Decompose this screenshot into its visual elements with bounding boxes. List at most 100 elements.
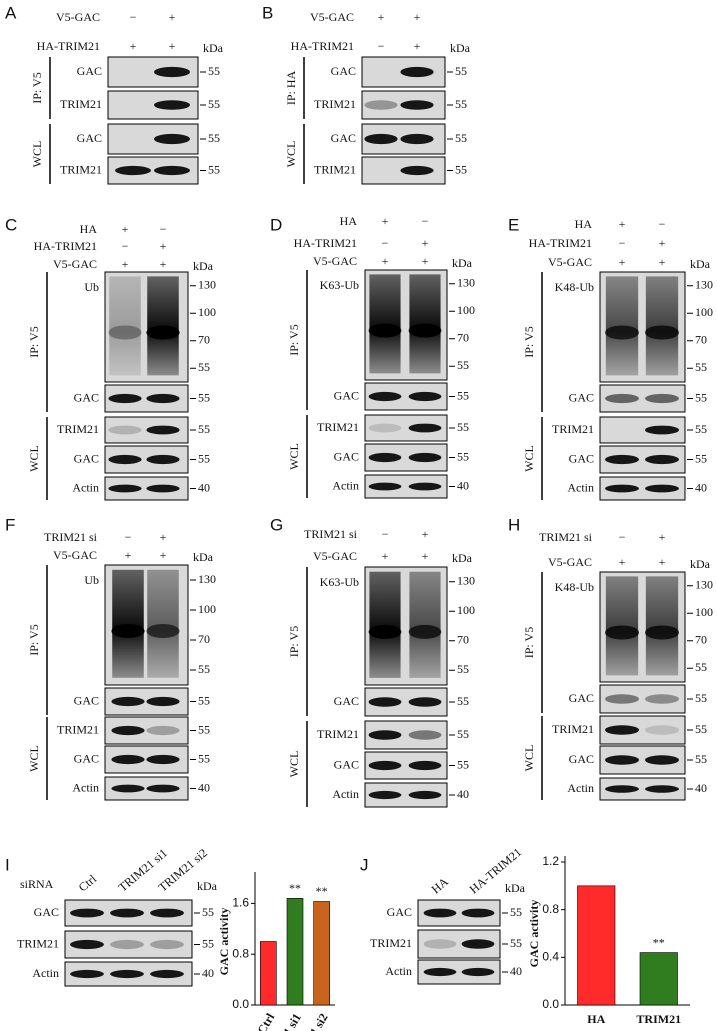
group-label: WCL <box>522 745 536 772</box>
marker-label: 130 <box>457 574 475 588</box>
marker-label: 55 <box>510 936 522 950</box>
condition-label: HA-TRIM21 <box>291 39 354 53</box>
panel-letter: J <box>360 855 369 874</box>
blot-label: GAC <box>569 752 594 766</box>
marker-label: 55 <box>198 360 210 374</box>
blot-band <box>146 624 180 638</box>
condition-label: HA-TRIM21 <box>37 39 100 53</box>
blot-band <box>368 624 402 639</box>
group-label: IP: V5 <box>287 626 301 657</box>
marker-label: 55 <box>198 751 210 765</box>
group-label: WCL <box>30 141 44 168</box>
panel-letter: B <box>262 3 273 22</box>
blot-band <box>645 755 679 765</box>
blot-band <box>408 760 442 771</box>
blot-band <box>111 725 145 736</box>
blot-band <box>146 784 180 793</box>
marker-label: 55 <box>695 422 707 436</box>
blot-label: Actin <box>72 480 99 494</box>
y-tick-label: 1.6 <box>232 896 249 910</box>
blot-label: Actin <box>72 780 99 794</box>
marker-label: 100 <box>695 605 713 619</box>
blot-label: GAC <box>334 388 359 402</box>
blot-band <box>645 454 679 465</box>
marker-label: 40 <box>198 480 210 494</box>
condition-sign: + <box>160 257 167 271</box>
condition-label: HA-TRIM21 <box>34 239 97 253</box>
blot-band <box>146 393 180 404</box>
condition-sign: + <box>619 255 626 269</box>
marker-label: 130 <box>457 276 475 290</box>
blot-label: K48-Ub <box>555 580 594 594</box>
marker-label: 55 <box>455 64 467 78</box>
blot-label: Ub <box>84 573 99 587</box>
blot-band <box>645 393 679 404</box>
unit-label: kDa <box>193 550 214 564</box>
group-label: WCL <box>522 445 536 472</box>
blot-band <box>605 454 639 465</box>
condition-label: V5-GAC <box>548 555 592 569</box>
blot-label: GAC <box>77 64 102 78</box>
condition-sign: − <box>659 217 666 231</box>
blot-band <box>146 725 180 736</box>
marker-label: 55 <box>695 451 707 465</box>
blot-label: GAC <box>74 451 99 465</box>
blot-label: K63-Ub <box>320 575 359 589</box>
unit-label: kDa <box>193 259 214 273</box>
marker-label: 55 <box>198 693 210 707</box>
marker-label: 40 <box>457 787 469 801</box>
blot-band <box>408 790 442 800</box>
blot-label: K48-Ub <box>555 280 594 294</box>
panel-letter: G <box>270 515 283 534</box>
condition-sign: + <box>122 222 129 236</box>
blot-band <box>154 133 190 145</box>
marker-label: 55 <box>457 358 469 372</box>
blot-band <box>70 908 104 918</box>
condition-sign: + <box>160 530 167 544</box>
blot-band <box>645 625 679 640</box>
blot-band <box>368 323 402 338</box>
blot-band <box>368 697 402 707</box>
blot-band <box>150 908 184 918</box>
group-label: IP: V5 <box>30 72 44 103</box>
blot-label: Actin <box>567 480 594 494</box>
marker-label: 55 <box>202 936 214 950</box>
blot-label: Actin <box>567 781 594 795</box>
unit-label: kDa <box>203 41 224 55</box>
panel-letter: D <box>270 215 282 234</box>
blot-band <box>368 423 402 433</box>
marker-label: 70 <box>695 633 707 647</box>
condition-sign: + <box>378 10 385 24</box>
blot-band <box>154 66 190 78</box>
blot-band <box>110 969 144 979</box>
blot-band <box>645 484 679 493</box>
blot-smear <box>409 571 441 678</box>
marker-label: 55 <box>695 722 707 736</box>
blot-label: GAC <box>34 905 59 919</box>
y-tick-label: 0.0 <box>232 997 249 1011</box>
blot-label: TRIM21 <box>317 420 359 434</box>
blot-label: GAC <box>569 451 594 465</box>
blot-band <box>645 694 679 704</box>
condition-label: V5-GAC <box>56 10 100 24</box>
blot-band <box>461 967 495 977</box>
blot-band <box>108 393 142 404</box>
blot-label: GAC <box>334 449 359 463</box>
blot-label: GAC <box>334 757 359 771</box>
condition-sign: + <box>122 257 129 271</box>
condition-label: HA <box>80 222 98 236</box>
blot-label: TRIM21 <box>60 162 102 176</box>
blot-band <box>70 939 104 950</box>
marker-label: 130 <box>695 578 713 592</box>
marker-label: 55 <box>695 752 707 766</box>
blot-band <box>400 165 434 176</box>
blot-band <box>146 696 180 707</box>
blot-label: GAC <box>569 691 594 705</box>
blot-band <box>461 939 495 949</box>
blot-label: Actin <box>332 787 359 801</box>
marker-label: 130 <box>198 278 216 292</box>
blot-label: TRIM21 <box>60 97 102 111</box>
blot-band <box>150 969 184 979</box>
blot-label: GAC <box>334 694 359 708</box>
